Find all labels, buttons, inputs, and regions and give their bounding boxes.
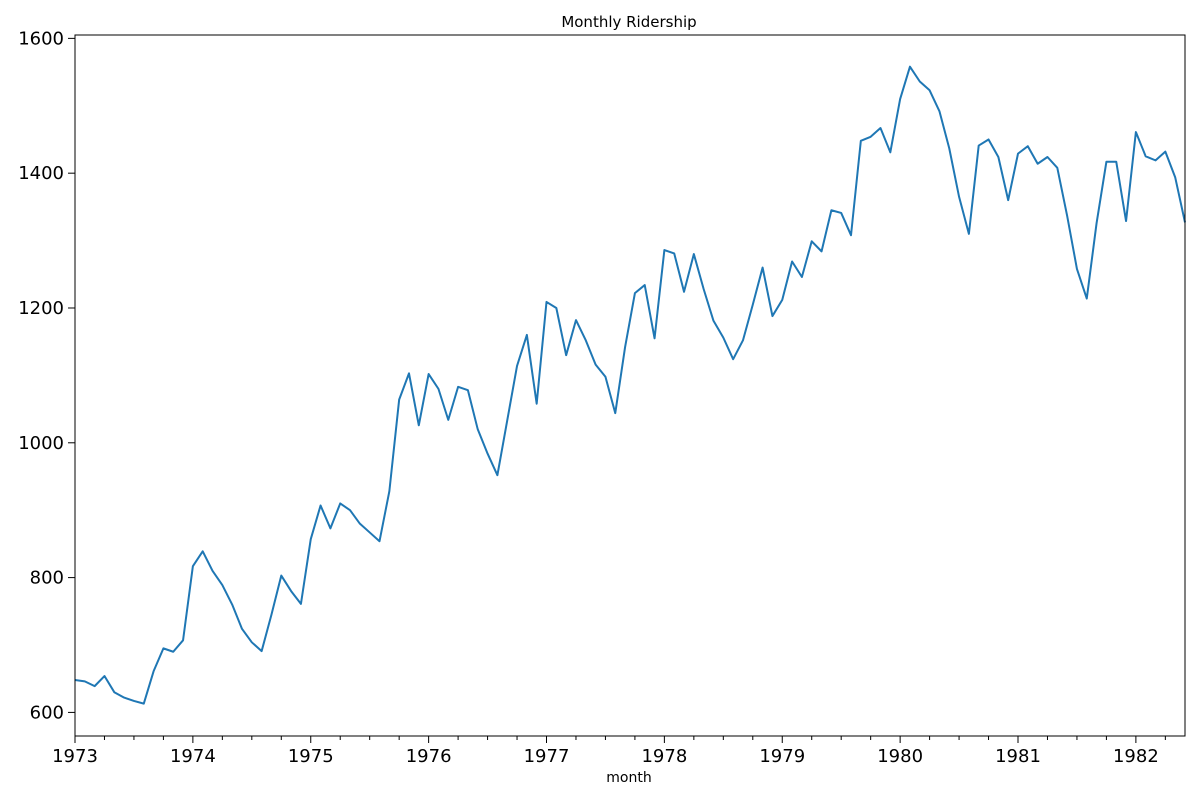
y-tick-label: 1400 [18, 163, 64, 184]
chart-title: Monthly Ridership [561, 13, 696, 31]
x-tick-label: 1980 [877, 746, 923, 767]
plot-area [74, 65, 1186, 705]
x-tick-label: 1978 [641, 746, 687, 767]
x-tick-label: 1973 [52, 746, 98, 767]
x-tick-label: 1975 [288, 746, 334, 767]
y-tick-label: 1000 [18, 433, 64, 454]
x-axis: 1973 1974 1975 1976 1977 1978 1979 1980 1981 1982 [52, 736, 1166, 767]
y-tick-label: 600 [30, 702, 64, 723]
series-line-ridership [74, 65, 1186, 705]
x-tick-label: 1974 [170, 746, 216, 767]
y-tick-label: 1600 [18, 28, 64, 49]
x-tick-label: 1982 [1113, 746, 1159, 767]
y-tick-label: 1200 [18, 298, 64, 319]
x-tick-label: 1979 [759, 746, 805, 767]
x-tick-label: 1981 [995, 746, 1041, 767]
axes-frame [74, 34, 1186, 737]
y-axis: 600 800 1000 1200 1400 1600 [18, 28, 75, 723]
x-tick-label: 1976 [406, 746, 452, 767]
y-tick-label: 800 [30, 568, 64, 589]
x-tick-label: 1977 [524, 746, 570, 767]
x-axis-label: month [606, 770, 651, 786]
